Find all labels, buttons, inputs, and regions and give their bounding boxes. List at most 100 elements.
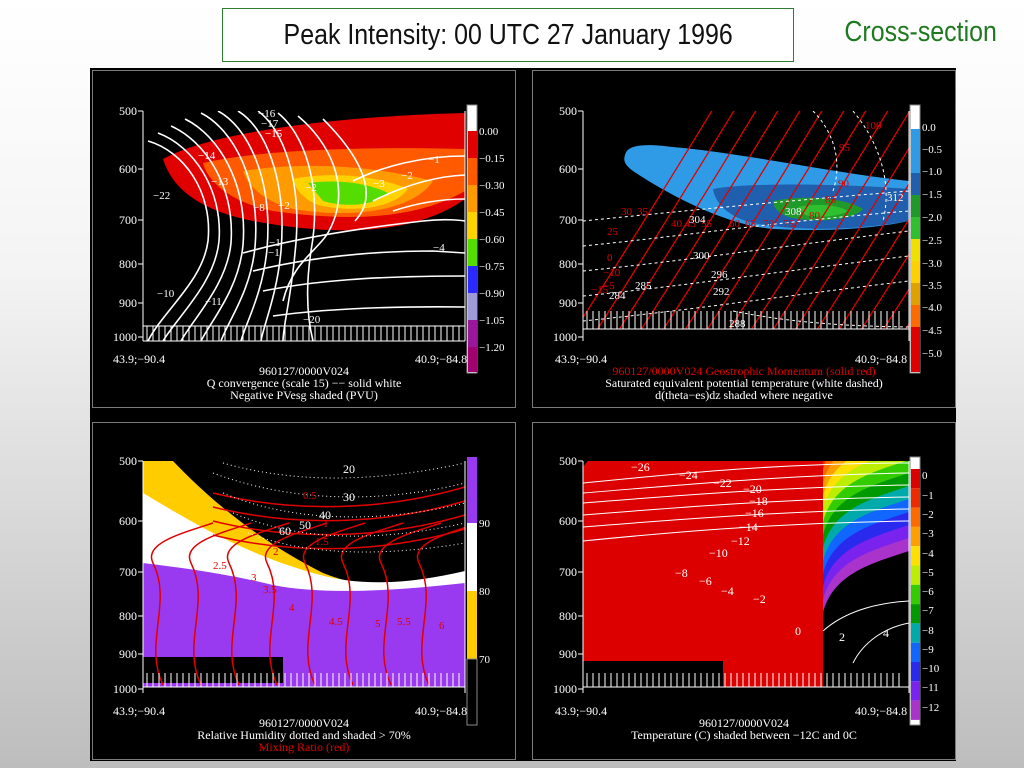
- contour-label: 80: [809, 210, 821, 222]
- colorbar-swatch: [911, 584, 920, 605]
- y-tick-label: 1000: [553, 682, 577, 696]
- contour-label: −8: [675, 566, 688, 580]
- panel-temperature-plot: −26 −24 −22 −20 −18 −16 −14 −12 −10 −8 −…: [553, 454, 940, 742]
- momentum-contour: [860, 253, 909, 329]
- y-tick-label: 500: [559, 454, 577, 468]
- panel-geostrophic-momentum-plot: 100 95 90 85 80 −5 −10 −15 0 25 30 35 40…: [553, 104, 942, 402]
- colorbar-swatch: [911, 526, 920, 547]
- y-tick-label: 600: [559, 162, 577, 176]
- contour-label: 50: [299, 518, 311, 532]
- contour-label: −10: [157, 288, 175, 300]
- colorbar: [909, 456, 921, 726]
- slide-title: Peak Intensity: 00 UTC 27 January 1996: [283, 18, 733, 51]
- colorbar-label: −0.60: [479, 234, 505, 246]
- colorbar-label: −11: [922, 682, 939, 694]
- panel-q-convergence-plot: −16 −17 −15 −14 −13 −2 −1 −3 −2 −1 −1 −2…: [113, 104, 505, 402]
- slide-title-box: Peak Intensity: 00 UTC 27 January 1996: [222, 8, 794, 62]
- y-tick-label: 700: [559, 565, 577, 579]
- colorbar-label: −9: [922, 644, 934, 656]
- mixing-ratio-contour: [150, 522, 214, 686]
- run-label: 960127/0000V024: [699, 716, 789, 730]
- y-tick-label: 600: [119, 514, 137, 528]
- colorbar-swatch: [911, 507, 920, 527]
- contour-label: 3.5: [263, 584, 277, 596]
- colorbar-label: −10: [922, 663, 940, 675]
- contour-label: −15: [591, 284, 609, 296]
- y-tick-label: 600: [559, 514, 577, 528]
- contour-label: 70: [763, 218, 775, 230]
- y-tick-label: 800: [119, 257, 137, 271]
- colorbar-swatch: [911, 662, 920, 682]
- caption-line-1: Saturated equivalent potential temperatu…: [605, 376, 883, 390]
- momentum-contour: [706, 111, 845, 329]
- colorbar-label: −1.20: [479, 342, 505, 354]
- colorbar-swatch: [911, 623, 920, 643]
- run-label: 960127/0000V024: [259, 716, 349, 730]
- contour-label: −13: [211, 176, 229, 188]
- colorbar-label: 80: [479, 586, 491, 598]
- y-tick-label: 700: [119, 213, 137, 227]
- colorbar-label: −0.5: [922, 144, 942, 156]
- colorbar-label: −0.30: [479, 180, 505, 192]
- colorbar-swatch: [911, 565, 920, 585]
- contour-label: 0: [607, 252, 613, 264]
- momentum-contour: [662, 111, 801, 329]
- contour-label: 292: [713, 286, 730, 298]
- x-right-label: 40.9;−84.8: [855, 704, 907, 718]
- x-left-label: 43.9;−90.4: [555, 704, 607, 718]
- contour-label: 20: [343, 462, 355, 476]
- contour-label: 90: [838, 178, 850, 190]
- mixing-ratio-contour: [226, 522, 290, 686]
- run-label: 960127/0000V024: [259, 364, 349, 378]
- contour-label: 100: [865, 120, 882, 132]
- x-right-label: 40.9;−84.8: [415, 352, 467, 366]
- contour-label: −8: [253, 202, 265, 214]
- contour-label: −2: [278, 200, 290, 212]
- x-left-label: 43.9;−90.4: [113, 704, 165, 718]
- momentum-contour: [618, 111, 757, 329]
- colorbar: [466, 457, 478, 726]
- panel-geostrophic-momentum: 100 95 90 85 80 −5 −10 −15 0 25 30 35 40…: [532, 70, 956, 408]
- contour-label: 308: [785, 206, 802, 218]
- contour-label: 30: [343, 490, 355, 504]
- momentum-contour: [640, 111, 779, 329]
- colorbar-label: −4.0: [922, 302, 942, 314]
- ground-ticks: [586, 311, 900, 329]
- contour-label: −3: [373, 178, 385, 190]
- contour-label: −20: [743, 482, 762, 496]
- ground-ticks: [146, 326, 460, 341]
- colorbar-label: −1.5: [922, 189, 942, 201]
- contour-label: −10: [709, 546, 728, 560]
- y-tick-label: 800: [559, 609, 577, 623]
- y-tick-label: 900: [119, 647, 137, 661]
- contour-label: −4: [433, 242, 445, 254]
- x-right-label: 40.9;−84.8: [855, 352, 907, 366]
- momentum-contour: [596, 111, 735, 329]
- panel-temperature: −26 −24 −22 −20 −18 −16 −14 −12 −10 −8 −…: [532, 422, 956, 760]
- x-left-label: 43.9;−90.4: [113, 352, 165, 366]
- momentum-contour: [728, 111, 867, 329]
- contour-label: 90: [281, 574, 293, 588]
- contour-label: 304: [689, 214, 706, 226]
- y-tick-label: 500: [119, 454, 137, 468]
- colorbar-label: −0.15: [479, 153, 505, 165]
- contour-label: 65: [745, 218, 757, 230]
- contour-label: 5.5: [397, 616, 411, 628]
- contour-label: 284: [609, 290, 626, 302]
- colorbar-label: −3.5: [922, 280, 942, 292]
- contour-label: 85: [825, 194, 837, 206]
- momentum-contour: [816, 182, 909, 329]
- colorbar-label: −0.90: [479, 288, 505, 300]
- contour-label: 30: [621, 206, 633, 218]
- colorbar-label: −4.5: [922, 325, 942, 337]
- colorbar-label: −1: [922, 490, 934, 502]
- panel-relative-humidity-plot: 20 30 40 50 60 90 0.5 1 1.5 2 2.5 3 3.5 …: [113, 454, 491, 754]
- colorbar-label: −1.05: [479, 315, 505, 327]
- run-label: 960127/0000V024 Geostrophic Momentum (so…: [612, 364, 875, 378]
- colorbar-label: −2: [922, 509, 934, 521]
- contour-label: 2: [273, 546, 279, 558]
- contour-label: −14: [198, 150, 216, 162]
- colorbar-label: −3: [922, 528, 934, 540]
- contour-label: 4: [883, 626, 889, 640]
- contour-label: −1: [269, 237, 281, 249]
